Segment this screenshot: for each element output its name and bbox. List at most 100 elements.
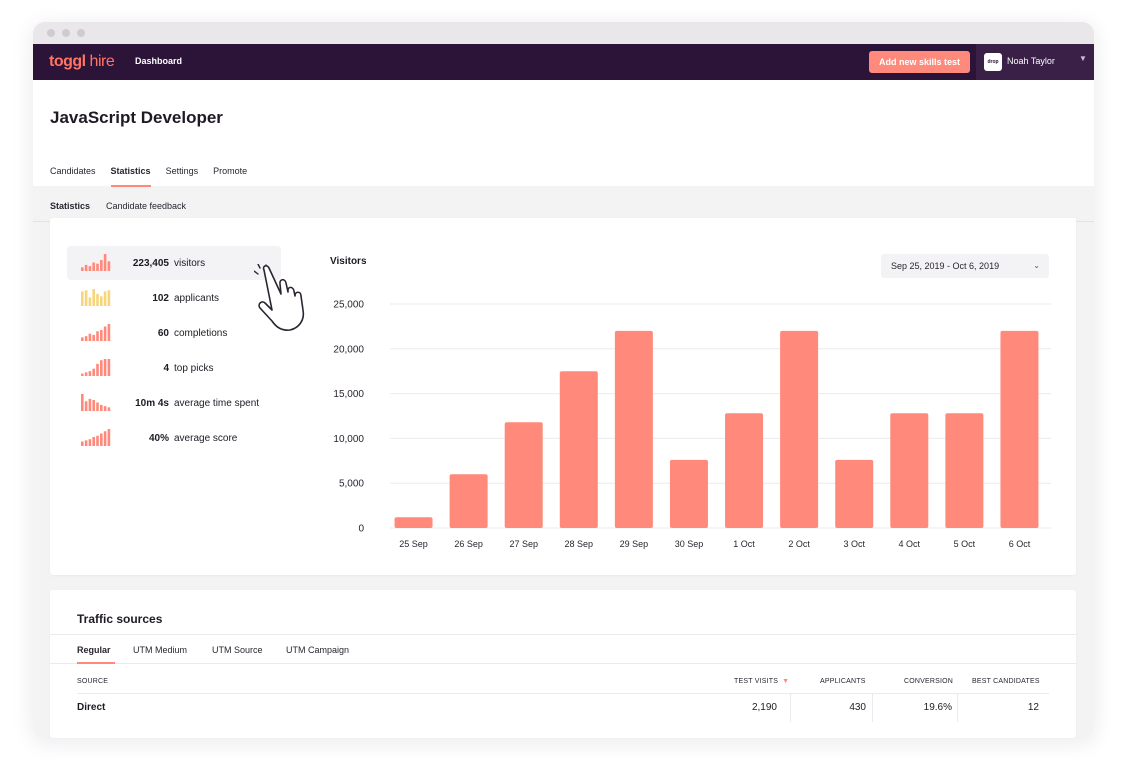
sparkline-bar [103,326,107,341]
conversion-cell: 19.6% [923,702,952,713]
nav-dashboard-link[interactable]: Dashboard [135,56,183,66]
add-skills-test-button[interactable]: Add new skills test [869,51,970,73]
metric-row-average-score[interactable]: 40% average score [67,421,281,455]
metric-label: average score [174,433,238,444]
sparkline-bar [92,289,95,306]
bar-6-Oct[interactable] [1000,330,1039,528]
metric-row-applicants[interactable]: 102 applicants [67,281,281,315]
bar-28-Sep[interactable] [559,371,598,528]
traffic-tabs: Regular UTM Medium UTM Source UTM Campai… [50,634,1076,664]
toggl-hire-logo[interactable]: toggl hire [49,53,115,71]
user-menu[interactable]: drop Noah Taylor ▼ [976,44,1094,80]
metric-value: 4 [163,363,169,374]
sparkline-bar [107,324,111,341]
sparkline-bar [84,440,88,446]
company-avatar: drop [984,53,1002,71]
date-range-label: Sep 25, 2019 - Oct 6, 2019 [891,261,1000,271]
x-tick-label: 27 Sep [509,539,538,549]
x-tick-label: 3 Oct [843,539,865,549]
bar-25-Sep[interactable] [394,517,433,528]
metric-row-completions[interactable]: 60 completions [67,316,281,350]
x-tick-label: 4 Oct [899,539,921,549]
sparkline-bar [84,401,88,411]
traffic-sources-title: Traffic sources [77,612,163,626]
metric-row-top-picks[interactable]: 4 top picks [67,351,281,385]
sparkline-bar [81,267,84,271]
column-source[interactable]: SOURCE [77,678,109,685]
sparkline-bar [92,262,95,271]
bar-27-Sep[interactable] [504,422,543,528]
bar-30-Sep[interactable] [669,459,708,528]
page-header: JavaScript Developer Candidates Statisti… [33,80,1094,187]
tab-candidates[interactable]: Candidates [50,166,96,176]
logo-main-text: toggl [49,53,86,70]
sparkline-bar [88,333,92,341]
sparkline-bar [103,359,107,376]
y-tick-label: 20,000 [333,344,364,355]
tab-utm-medium[interactable]: UTM Medium [133,645,188,655]
metric-label: top picks [174,363,214,374]
bar-26-Sep[interactable] [449,474,488,528]
column-applicants[interactable]: APPLICANTS [820,678,866,685]
x-tick-label: 1 Oct [733,539,755,549]
bar-2-Oct[interactable] [780,330,819,528]
y-tick-label: 25,000 [333,300,364,311]
bar-29-Sep[interactable] [614,330,653,528]
x-tick-label: 26 Sep [454,539,483,549]
sparkline-bar [100,360,103,376]
y-tick-label: 15,000 [333,389,364,400]
sparkline-bar [96,435,99,446]
sparkline-bar [96,363,99,376]
sparkline-bar [88,398,92,411]
metric-label: average time spent [174,398,260,409]
chart-title: Visitors [330,256,367,267]
column-best-candidates[interactable]: BEST CANDIDATES [972,678,1040,685]
y-tick-label: 10,000 [333,434,364,445]
tab-utm-campaign[interactable]: UTM Campaign [286,645,350,655]
tab-statistics[interactable]: Statistics [110,166,151,187]
bar-4-Oct[interactable] [890,413,929,528]
date-range-select[interactable]: Sep 25, 2019 - Oct 6, 2019 ⌄ [881,254,1049,278]
sparkline-bar [96,331,99,341]
page-tabs: Candidates Statistics Settings Promote [50,166,262,187]
sparkline-bar [107,261,111,271]
bar-5-Oct[interactable] [945,413,984,528]
window-close-dot[interactable] [47,29,55,37]
bar-3-Oct[interactable] [835,459,874,528]
sparkline-icon [81,254,111,271]
metric-label: applicants [174,293,220,304]
metric-label: completions [174,328,228,339]
y-tick-label: 0 [358,524,364,535]
sparkline-bar [92,368,95,376]
tab-promote[interactable]: Promote [213,166,248,176]
sparkline-bar [96,293,99,306]
tab-regular[interactable]: Regular [77,645,114,664]
window-maximize-dot[interactable] [77,29,85,37]
column-conversion[interactable]: CONVERSION [904,678,954,685]
sparkline-bar [88,297,92,306]
sparkline-bar [92,334,95,341]
column-test-visits[interactable]: TEST VISITS ▼ [734,678,789,685]
metric-row-visitors[interactable]: 223,405 visitors [67,246,281,280]
chevron-down-icon[interactable]: ▼ [1079,54,1087,63]
logo-sub-text: hire [89,53,115,70]
sparkline-bar [100,260,103,271]
sparkline-bar [92,400,95,411]
sparkline-icon [81,289,111,306]
window-minimize-dot[interactable] [62,29,70,37]
metric-row-average-time-spent[interactable]: 10m 4s average time spent [67,386,281,420]
page-title: JavaScript Developer [50,108,223,127]
subtab-candidate-feedback[interactable]: Candidate feedback [106,201,187,211]
tab-utm-source[interactable]: UTM Source [212,645,263,655]
sparkline-bar [81,394,84,411]
x-tick-label: 28 Sep [565,539,594,549]
tab-settings[interactable]: Settings [165,166,199,176]
sparkline-bar [107,429,111,446]
sparkline-bar [103,291,107,306]
bar-1-Oct[interactable] [725,413,764,528]
x-tick-label: 30 Sep [675,539,704,549]
sparkline-bar [84,372,88,376]
source-cell: Direct [77,702,106,713]
table-row[interactable]: Direct 2,190 430 19.6% 12 [77,694,1049,722]
sparkline-bar [88,371,92,376]
